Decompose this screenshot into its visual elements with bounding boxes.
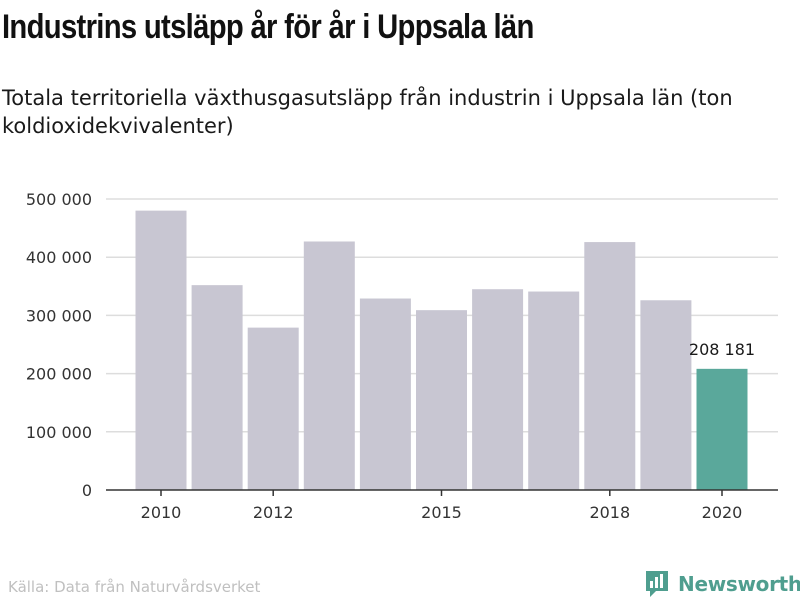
- y-axis-ticks: 0 100 000 200 000 300 000 400 000 500 000: [26, 190, 92, 500]
- data-labels: 208 181: [689, 340, 755, 359]
- y-tick-label: 400 000: [26, 248, 92, 267]
- x-tick-label: 2018: [589, 503, 630, 522]
- chart-title: Industrins utsläpp år för år i Uppsala l…: [2, 8, 534, 46]
- bar-chart: 0 100 000 200 000 300 000 400 000 500 000 201…: [26, 190, 778, 522]
- x-axis-ticks: 2010 2012 2015 2018 2020: [141, 490, 743, 522]
- bar-2011: [191, 285, 243, 490]
- brand-name: Newsworthy: [678, 572, 800, 596]
- bars: [135, 210, 748, 490]
- bar-2012: [247, 327, 299, 490]
- y-tick-label: 500 000: [26, 190, 92, 209]
- y-tick-label: 0: [82, 481, 92, 500]
- bar-chart-bubble-icon: [646, 571, 668, 597]
- bar-2017: [528, 291, 580, 490]
- y-tick-label: 200 000: [26, 365, 92, 384]
- bar-2010: [135, 210, 187, 490]
- bar-2014: [359, 298, 411, 490]
- y-tick-label: 300 000: [26, 306, 92, 325]
- chart-subtitle: Totala territoriella växthusgasutsläpp f…: [2, 86, 733, 138]
- bar-2013: [303, 241, 355, 490]
- x-tick-label: 2020: [702, 503, 743, 522]
- bar-2015: [416, 310, 467, 490]
- bar-2019: [640, 300, 692, 490]
- brand-logo: Newsworthy: [644, 568, 800, 600]
- data-label-highlight: 208 181: [689, 340, 755, 359]
- x-tick-label: 2012: [253, 503, 294, 522]
- bar-2018: [584, 242, 636, 490]
- x-tick-label: 2015: [421, 503, 462, 522]
- x-tick-label: 2010: [141, 503, 182, 522]
- bar-2020: [696, 368, 748, 490]
- bar-2016: [472, 289, 524, 490]
- source-note: Källa: Data från Naturvårdsverket: [8, 578, 261, 596]
- y-tick-label: 100 000: [26, 423, 92, 442]
